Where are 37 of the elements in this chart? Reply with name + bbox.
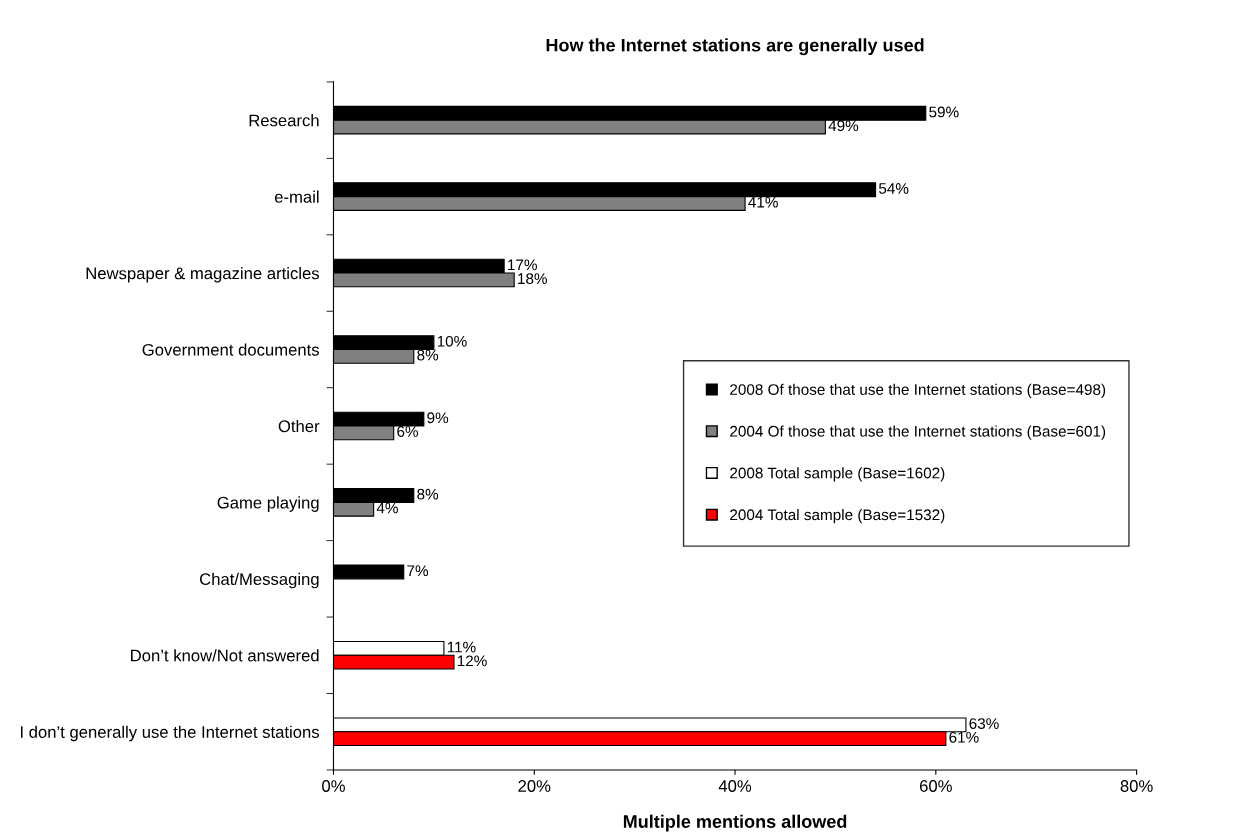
data-label: 9% xyxy=(427,412,449,424)
data-label: 4% xyxy=(376,502,398,514)
legend-label: 2004 Total sample (Base=1532) xyxy=(730,508,945,524)
legend-label: 2008 Of those that use the Internet stations (Base=498) xyxy=(730,383,1106,398)
data-label: 17% xyxy=(508,259,537,271)
y-tick-label: e-mail xyxy=(274,190,319,203)
data-label: 12% xyxy=(457,655,487,667)
data-label: 63% xyxy=(969,718,999,729)
data-label: 8% xyxy=(417,488,439,500)
data-label: 11% xyxy=(447,641,476,653)
data-label: 61% xyxy=(949,731,979,743)
legend-label: 2008 Total sample (Base=1602) xyxy=(730,467,945,482)
y-tick-label: Newspaper & magazine articles xyxy=(86,267,320,283)
data-label: 41% xyxy=(748,196,778,208)
data-label: 8% xyxy=(417,349,439,361)
y-tick-label: Don’t know/Not answered xyxy=(131,649,319,662)
y-tick-label: Research xyxy=(249,114,319,127)
x-tick-label: 0% xyxy=(322,780,345,792)
y-tick-label: Chat/Messaging xyxy=(200,572,319,589)
data-label: 7% xyxy=(407,565,429,576)
data-label: 10% xyxy=(437,335,467,347)
x-tick-label: 40% xyxy=(718,780,752,792)
x-axis-title: Multiple mentions allowed xyxy=(623,814,847,832)
data-label: 18% xyxy=(518,273,547,285)
x-tick-label: 20% xyxy=(518,780,551,792)
y-tick-label: Other xyxy=(278,419,320,433)
x-tick-label: 80% xyxy=(1120,780,1153,792)
data-label: 49% xyxy=(828,120,859,132)
y-tick-label: Government documents xyxy=(142,343,320,356)
y-tick-label: I don’t generally use the Internet stations xyxy=(20,725,320,742)
data-label: 54% xyxy=(878,183,909,194)
y-tick-label: Game playing xyxy=(217,496,319,512)
x-tick-label: 60% xyxy=(919,780,952,792)
chart-title: How the Internet stations are generally used xyxy=(546,38,924,56)
legend-label: 2004 Of those that use the Internet stations (Base=601) xyxy=(730,425,1106,440)
data-label: 6% xyxy=(397,426,419,437)
data-label: 59% xyxy=(929,106,959,118)
